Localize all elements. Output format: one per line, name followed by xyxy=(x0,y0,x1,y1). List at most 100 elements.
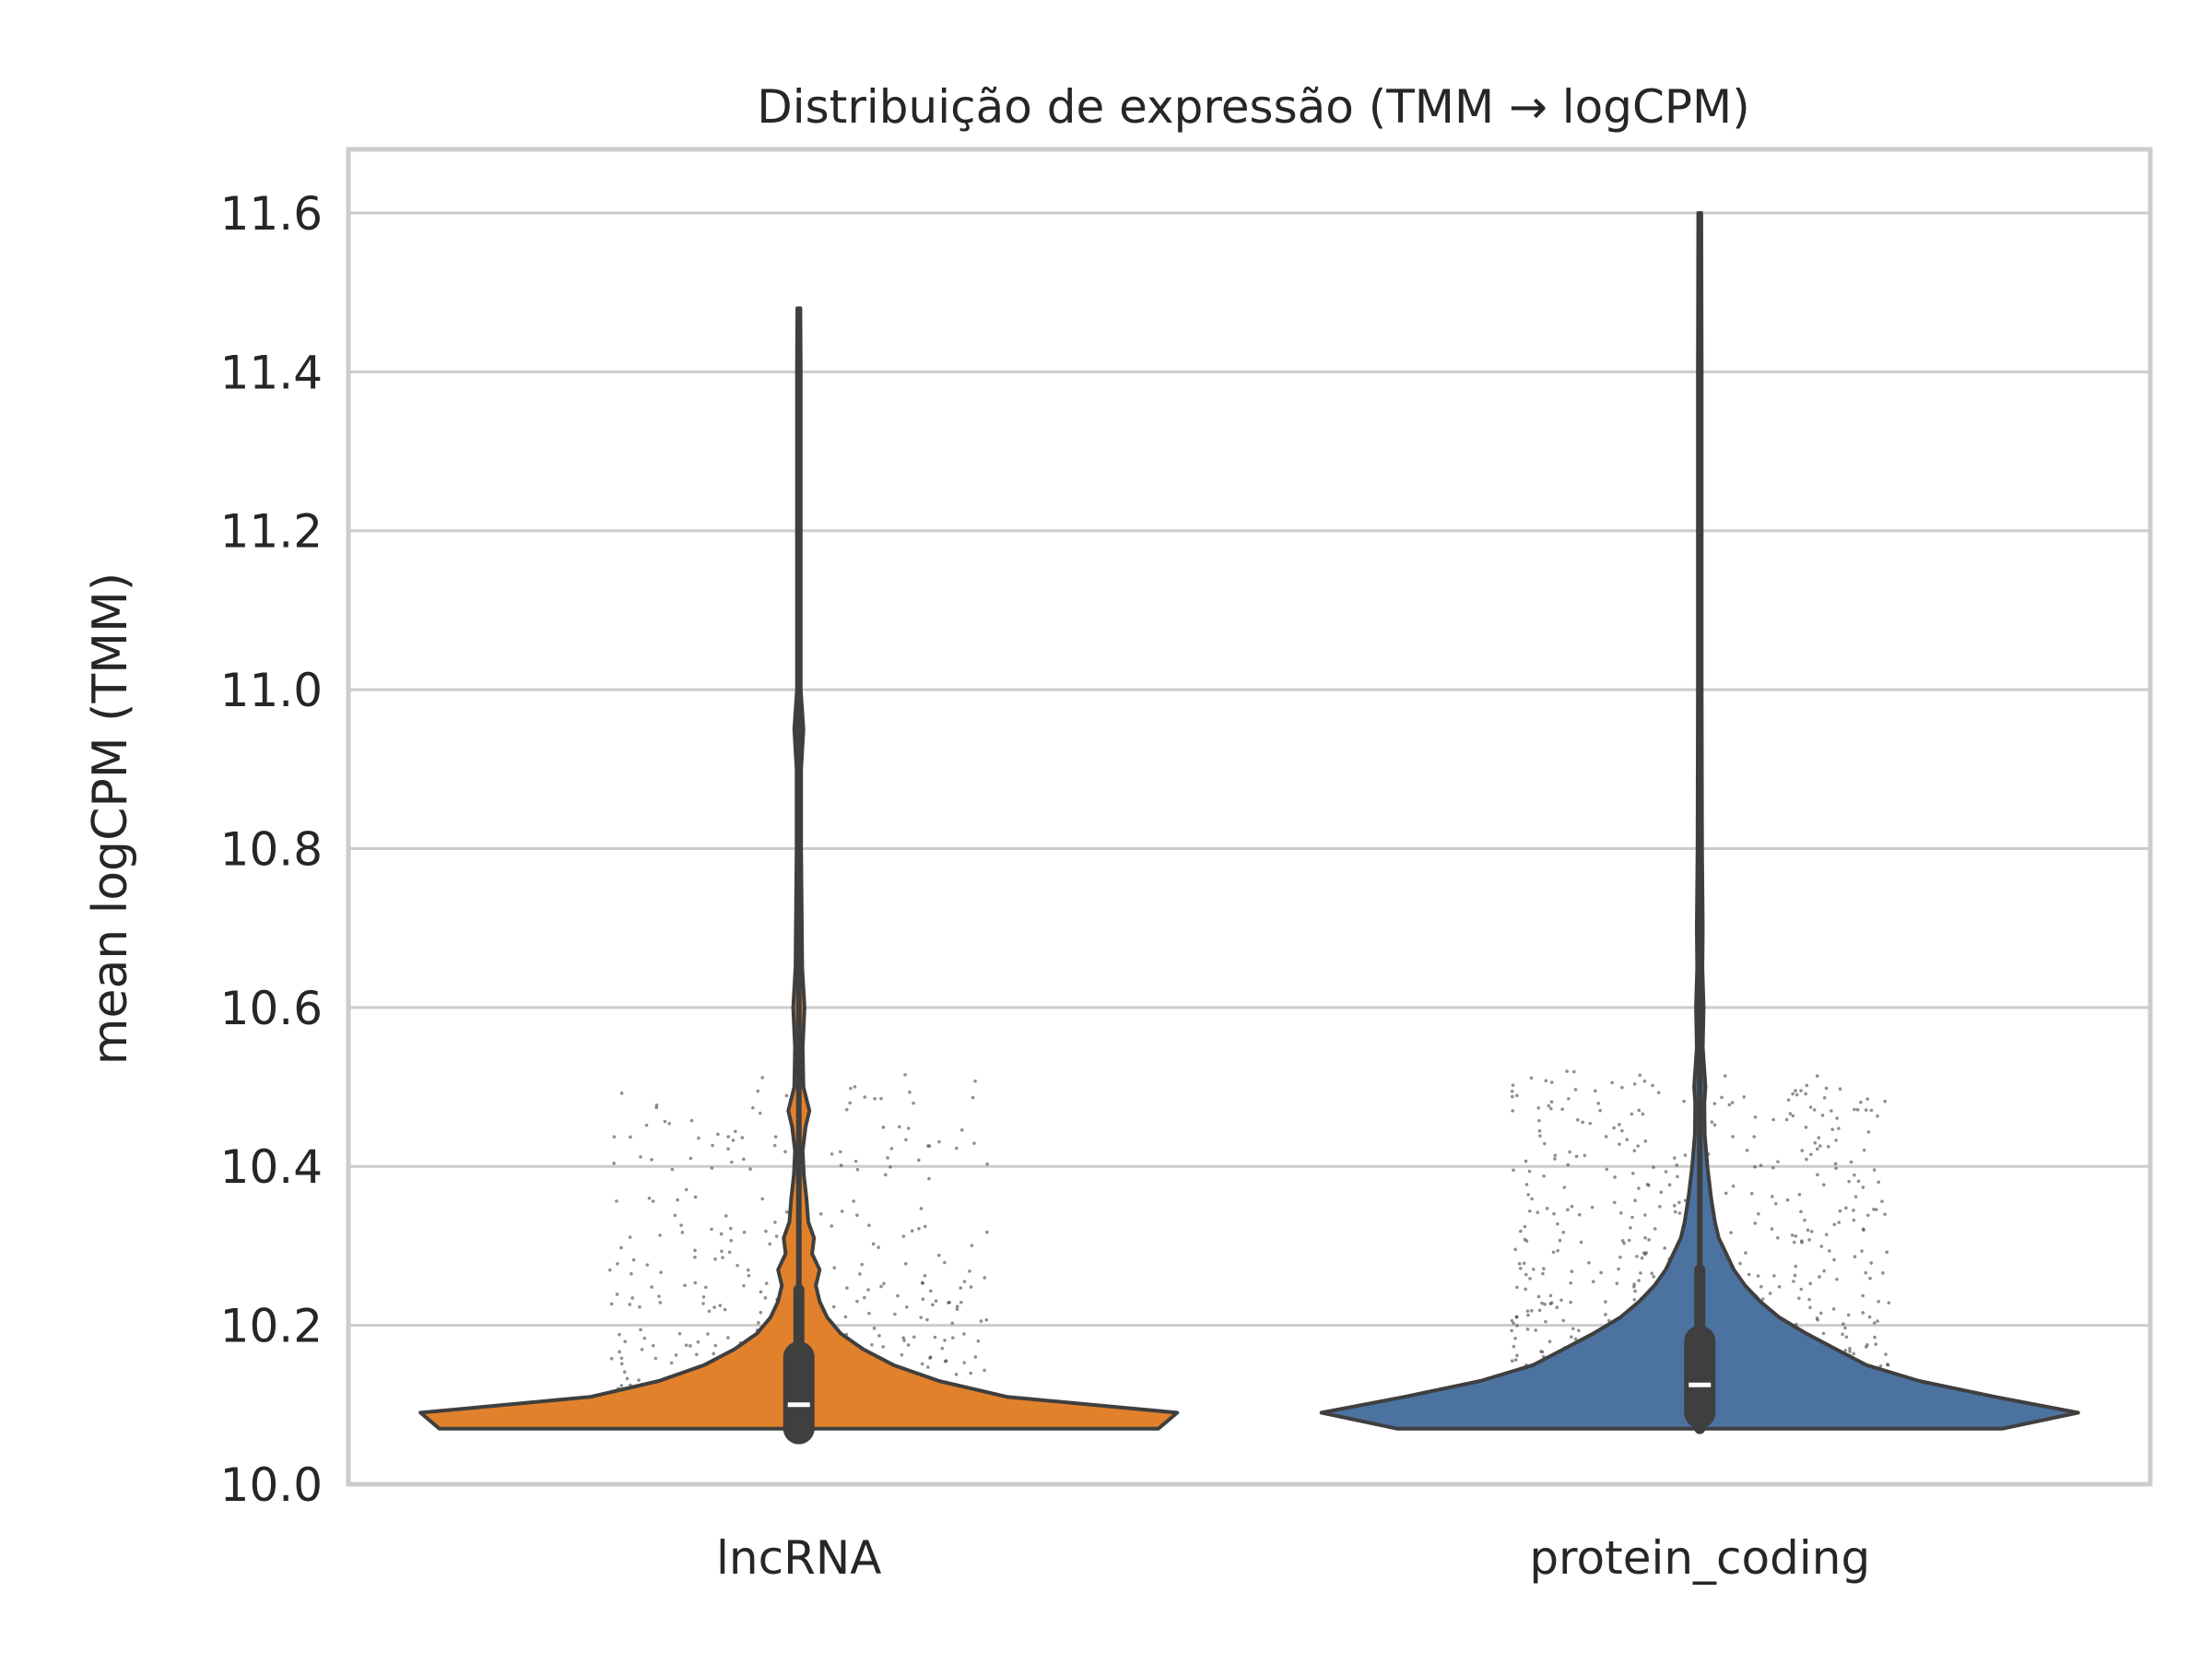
jitter-point xyxy=(1605,1167,1609,1172)
jitter-point xyxy=(711,1143,714,1148)
jitter-point xyxy=(1544,1319,1547,1324)
jitter-point xyxy=(674,1353,678,1357)
jitter-point xyxy=(1884,1352,1888,1356)
jitter-point xyxy=(1560,1107,1564,1112)
jitter-point xyxy=(684,1187,688,1192)
jitter-point xyxy=(1790,1233,1794,1237)
jitter-point xyxy=(1843,1326,1847,1330)
y-tick-label: 10.6 xyxy=(220,982,323,1035)
jitter-point xyxy=(639,1328,642,1332)
jitter-point xyxy=(882,1281,886,1286)
jitter-point xyxy=(901,1234,906,1238)
jitter-point xyxy=(889,1147,894,1151)
jitter-point xyxy=(1676,1174,1679,1179)
jitter-point xyxy=(910,1229,914,1233)
jitter-point xyxy=(693,1195,698,1199)
jitter-point xyxy=(1813,1140,1818,1145)
jitter-point xyxy=(906,1343,911,1347)
jitter-point xyxy=(920,1362,924,1366)
jitter-point xyxy=(940,1346,945,1351)
jitter-point xyxy=(1544,1079,1548,1083)
jitter-point xyxy=(756,1089,760,1093)
jitter-point xyxy=(1525,1328,1530,1331)
y-tick-labels: 10.0 10.2 10.4 10.6 10.8 11.0 11.2 11.4 11.6 xyxy=(220,187,323,1512)
jitter-point xyxy=(1881,1271,1885,1275)
jitter-point xyxy=(615,1292,619,1296)
jitter-point xyxy=(843,1315,848,1319)
jitter-point xyxy=(1522,1261,1526,1266)
jitter-point xyxy=(970,1244,974,1247)
jitter-point xyxy=(1625,1138,1630,1141)
jitter-point xyxy=(625,1376,629,1381)
jitter-point xyxy=(1526,1313,1530,1317)
jitter-point xyxy=(1619,1210,1623,1215)
jitter-point xyxy=(1570,1335,1573,1339)
jitter-point xyxy=(1536,1105,1541,1110)
jitter-point xyxy=(1547,1103,1551,1108)
jitter-point xyxy=(657,1294,661,1298)
jitter-point xyxy=(1613,1175,1617,1179)
jitter-point xyxy=(1571,1327,1575,1331)
jitter-point xyxy=(1883,1212,1887,1216)
jitter-point xyxy=(1524,1287,1527,1292)
jitter-point xyxy=(1555,1305,1559,1310)
jitter-point xyxy=(1844,1206,1848,1210)
jitter-point xyxy=(1745,1149,1749,1152)
jitter-point xyxy=(1543,1141,1547,1146)
jitter-point xyxy=(1573,1088,1578,1092)
jitter-point xyxy=(1805,1083,1809,1088)
jitter-point xyxy=(1852,1218,1856,1222)
jitter-point xyxy=(1610,1080,1614,1085)
jitter-point xyxy=(1771,1195,1774,1198)
jitter-point xyxy=(1512,1168,1515,1173)
jitter-point xyxy=(1816,1147,1819,1151)
jitter-point xyxy=(1841,1332,1844,1337)
jitter-point xyxy=(1808,1281,1812,1286)
jitter-point xyxy=(774,1234,779,1238)
jitter-point xyxy=(1511,1109,1514,1113)
jitter-point xyxy=(706,1332,710,1336)
y-axis-label: mean logCPM (TMM) xyxy=(83,572,138,1065)
jitter-point xyxy=(1535,1210,1540,1214)
jitter-point xyxy=(1553,1153,1558,1157)
jitter-point xyxy=(607,1268,612,1272)
jitter-point xyxy=(1818,1275,1821,1279)
jitter-point xyxy=(1677,1200,1681,1205)
jitter-point xyxy=(1620,1085,1624,1090)
jitter-point xyxy=(944,1359,948,1363)
jitter-point xyxy=(670,1167,675,1172)
jitter-point xyxy=(658,1301,663,1304)
jitter-point xyxy=(1883,1099,1888,1103)
jitter-point xyxy=(1510,1359,1514,1363)
jitter-point xyxy=(1818,1311,1823,1316)
jitter-point xyxy=(1756,1274,1760,1278)
jitter-point xyxy=(612,1135,617,1139)
jitter-point xyxy=(1617,1267,1620,1271)
jitter-point xyxy=(872,1327,877,1330)
jitter-point xyxy=(1744,1251,1747,1255)
chart-title: Distribuição de expressão (TMM → logCPM) xyxy=(757,80,1749,134)
jitter-point xyxy=(1638,1073,1642,1078)
jitter-point xyxy=(1848,1347,1852,1351)
jitter-point xyxy=(1749,1191,1754,1196)
grid-lines xyxy=(348,211,2150,1328)
jitter-point xyxy=(1532,1268,1535,1271)
jitter-point xyxy=(1635,1255,1639,1258)
jitter-point xyxy=(1853,1255,1857,1258)
jitter-point xyxy=(951,1336,955,1339)
jitter-point xyxy=(893,1312,897,1316)
jitter-point xyxy=(1724,1191,1728,1196)
jitter-point xyxy=(1547,1339,1552,1344)
jitter-point xyxy=(1753,1115,1758,1119)
jitter-point xyxy=(1826,1145,1830,1149)
jitter-point xyxy=(1576,1117,1580,1122)
jitter-point xyxy=(1530,1309,1534,1313)
jitter-point xyxy=(1570,1204,1574,1209)
jitter-point xyxy=(707,1309,712,1314)
jitter-point xyxy=(615,1199,618,1203)
jitter-point xyxy=(1537,1128,1542,1133)
jitter-point xyxy=(901,1336,905,1339)
jitter-point xyxy=(950,1321,955,1326)
